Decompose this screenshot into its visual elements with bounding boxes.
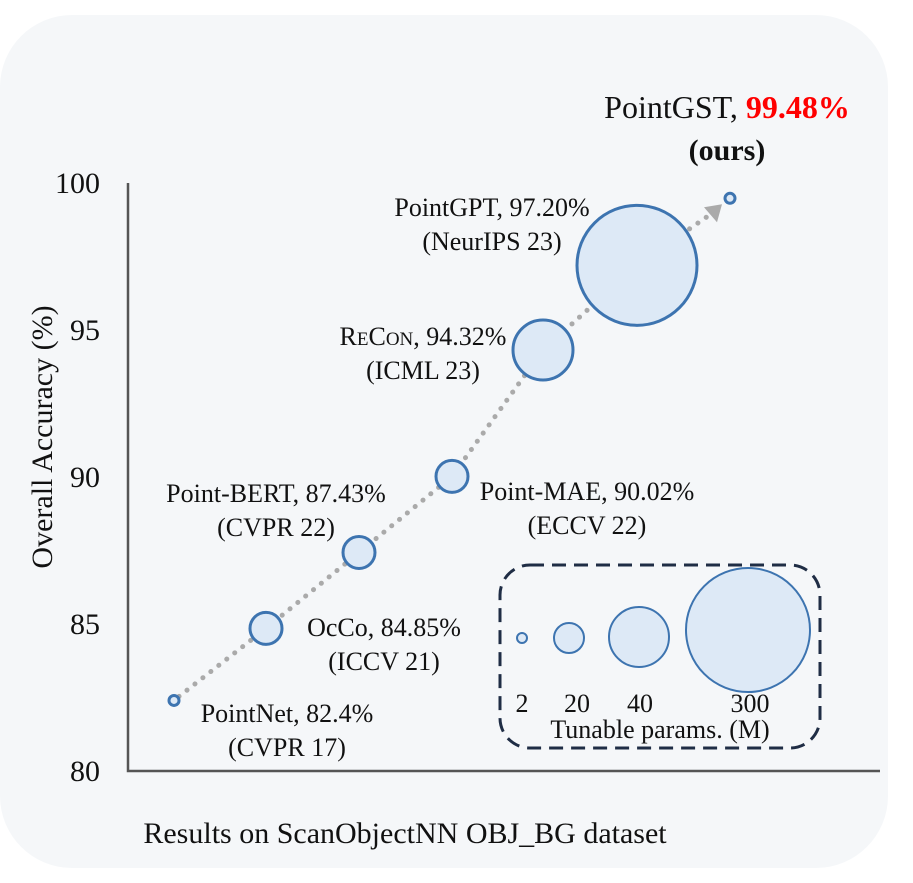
size-legend-title: Tunable params. (M) [550,715,769,744]
bubble-pointnet [167,693,181,707]
trend-arrowhead [704,204,722,223]
smallcaps-part: C [368,322,385,351]
size-legend-bubble [553,622,585,654]
point-label-name: Point-MAE, 90.02% [480,477,695,506]
point-label-venue: (CVPR 22) [217,513,335,542]
point-accuracy: 99.48% [746,89,850,125]
bubble-point-mae [434,458,470,494]
point-label-occo: OcCo, 84.85% (ICCV 21) [307,613,461,676]
point-label-name: Point-BERT, 87.43% [166,479,386,508]
point-label-venue: (ECCV 22) [528,511,647,540]
size-legend-bubble [516,632,528,644]
point-label-venue: (ICCV 21) [328,647,439,676]
point-label-pointnet: PointNet, 82.4% (CVPR 17) [201,699,374,762]
point-label-venue: (ours) [689,134,766,167]
size-legend-border [498,563,822,750]
size-legend-label: 20 [564,689,590,718]
y-tick-label: 100 [55,167,100,200]
point-label-venue: (NeurIPS 23) [422,227,561,256]
size-legend-label: 300 [731,689,770,718]
axis-lines [126,183,880,773]
y-axis-label: Overall Accuracy (%) [26,305,59,568]
size-legend-bubble [685,567,811,693]
bubble-pointgst [723,191,737,205]
bubble-recon [511,318,575,382]
point-label-pointgst: PointGST, 99.48% (ours) [604,89,850,167]
bubble-point-bert [341,535,377,571]
point-label-name: RECON, 94.32% [340,322,507,351]
point-label-recon: RECON, 94.32% (ICML 23) [340,322,507,385]
point-label-name: PointGPT, 97.20% [394,193,589,222]
point-label-name: PointGST, 99.48% [604,89,850,125]
point-label-point-mae: Point-MAE, 90.02% (ECCV 22) [480,477,695,540]
y-tick-label: 80 [70,755,100,788]
point-label-point-bert: Point-BERT, 87.43% (CVPR 22) [166,479,386,542]
y-tick-label: 85 [70,608,100,641]
point-label-venue: (CVPR 17) [228,733,346,762]
smallcaps-part: E [357,329,369,350]
size-legend-label: 40 [627,689,653,718]
y-tick-label: 90 [70,461,100,494]
chart-panel [0,15,888,868]
smallcaps-part: ON [386,329,414,350]
point-label-name: OcCo, 84.85% [307,613,461,642]
point-label-venue: (ICML 23) [366,356,480,385]
size-legend-label: 2 [516,689,529,718]
point-label-name: PointNet, 82.4% [201,699,374,728]
bubble-occo [248,610,284,646]
size-legend-bubble [608,606,670,668]
point-accuracy: , 94.32% [413,322,506,351]
smallcaps-part: R [340,322,358,351]
y-tick-label: 95 [70,314,100,347]
point-label-pointgpt: PointGPT, 97.20% (NeurIPS 23) [394,193,589,256]
point-name: PointGST, [604,89,746,125]
bubble-pointgpt [575,203,699,327]
chart-caption: Results on ScanObjectNN OBJ_BG dataset [143,817,667,850]
